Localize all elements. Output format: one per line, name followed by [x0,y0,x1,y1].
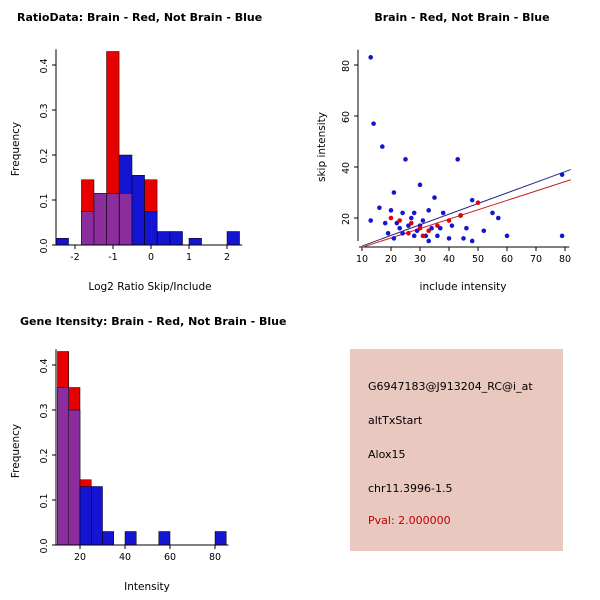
scatter-plot: 10 20 30 40 50 60 70 80 20 40 60 80 [341,49,571,265]
ratio-histogram-plot: -2 -1 0 1 2 0.0 0.1 0.2 0.3 0.4 [39,49,243,263]
svg-text:20: 20 [385,254,397,265]
svg-text:0.0: 0.0 [39,538,50,553]
svg-text:80: 80 [559,254,571,265]
svg-text:80: 80 [341,60,352,72]
svg-text:2: 2 [224,252,230,263]
svg-text:60: 60 [164,552,176,563]
gene-intensity-title: Gene Itensity: Brain - Red, Not Brain - … [20,315,287,328]
svg-text:60: 60 [501,254,513,265]
svg-text:1: 1 [186,252,192,263]
gene-info-panel: G6947183@J913204_RC@i_at altTxStart Alox… [350,349,563,551]
gene-intensity-ylabel: Frequency [10,423,22,479]
ratio-histogram-ylabel: Frequency [10,121,22,177]
svg-text:0.4: 0.4 [39,58,50,73]
svg-text:0.0: 0.0 [39,238,50,253]
gene-intensity-xlabel: Intensity [124,581,170,593]
pval-text: Pval: 2.000000 [368,514,451,527]
svg-text:0.1: 0.1 [39,193,50,208]
svg-text:40: 40 [341,162,352,174]
svg-text:-2: -2 [70,252,79,263]
svg-text:80: 80 [209,552,221,563]
svg-text:20: 20 [341,213,352,225]
svg-text:0.2: 0.2 [39,148,50,163]
svg-text:40: 40 [443,254,455,265]
svg-text:60: 60 [341,111,352,123]
svg-text:30: 30 [414,254,426,265]
ratio-histogram-title: RatioData: Brain - Red, Not Brain - Blue [17,11,263,24]
genomic-location-text: chr11.3996-1.5 [368,482,453,495]
svg-text:0.4: 0.4 [39,358,50,373]
probe-id-text: G6947183@J913204_RC@i_at [368,380,533,393]
svg-text:0.2: 0.2 [39,448,50,463]
svg-text:0.1: 0.1 [39,493,50,508]
svg-text:0.3: 0.3 [39,403,50,418]
scatter-title: Brain - Red, Not Brain - Blue [374,11,550,24]
gene-name-text: Alox15 [368,448,406,461]
svg-text:50: 50 [472,254,484,265]
svg-text:0: 0 [148,252,154,263]
svg-text:-1: -1 [108,252,117,263]
svg-text:0.3: 0.3 [39,103,50,118]
svg-text:40: 40 [119,552,131,563]
svg-text:10: 10 [356,254,368,265]
svg-text:20: 20 [74,552,86,563]
svg-text:70: 70 [530,254,542,265]
event-type-text: altTxStart [368,414,423,427]
scatter-ylabel: skip intensity [316,112,328,182]
ratio-histogram-xlabel: Log2 Ratio Skip/Include [88,281,212,293]
gene-intensity-plot: 20 40 60 80 0.0 0.1 0.2 0.3 0.4 [39,349,229,563]
scatter-xlabel: include intensity [419,281,507,293]
